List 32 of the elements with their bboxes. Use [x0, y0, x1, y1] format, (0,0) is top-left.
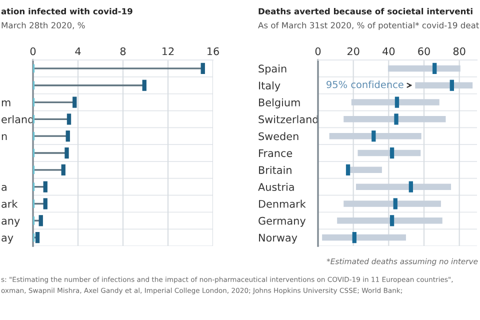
y-tick-label: any	[2, 218, 20, 227]
y-tick-label: Switzerland	[258, 115, 318, 124]
x-tick-label: 0	[30, 47, 36, 56]
x-tick-label: 20	[347, 47, 360, 56]
annotation: 95% confidence	[326, 80, 404, 88]
y-tick-label: Norway	[259, 234, 298, 244]
x-tick-label: 4	[75, 47, 81, 56]
x-tick-label: 12	[162, 47, 174, 56]
y-tick-label: m	[2, 100, 10, 106]
y-tick-label: Belgium	[259, 98, 300, 108]
y-tick-label: France	[259, 149, 292, 158]
y-tick-label: Germany	[258, 216, 306, 227]
y-tick-label: Austria	[258, 182, 294, 191]
y-tick-label: Denmark	[259, 200, 306, 208]
y-tick-label: n	[2, 134, 7, 140]
y-tick-label: a	[2, 184, 6, 191]
y-tick-label: ark	[2, 200, 18, 208]
y-tick-label: Italy	[259, 81, 280, 92]
x-tick-label: 0	[315, 47, 321, 56]
x-tick-label: 60	[418, 47, 430, 56]
x-tick-label: 40	[382, 47, 395, 56]
chart-title: Deaths averted because of societal interventi	[258, 8, 472, 14]
x-tick-label: 80	[453, 47, 466, 56]
x-tick-label: 8	[120, 47, 126, 56]
chart-subtitle: As of March 31st 2020, % of potential* covid-19 deat	[258, 22, 479, 30]
chart-subtitle: March 28th 2020, %	[2, 22, 85, 30]
chart-title: ation infected with covid-19	[1, 8, 132, 14]
y-tick-label: Sweden	[258, 132, 298, 140]
y-tick-label: Britain	[259, 166, 292, 174]
y-tick-label: Spain	[258, 64, 286, 75]
x-tick-label: 16	[208, 47, 219, 56]
y-tick-label: ay	[2, 236, 14, 244]
